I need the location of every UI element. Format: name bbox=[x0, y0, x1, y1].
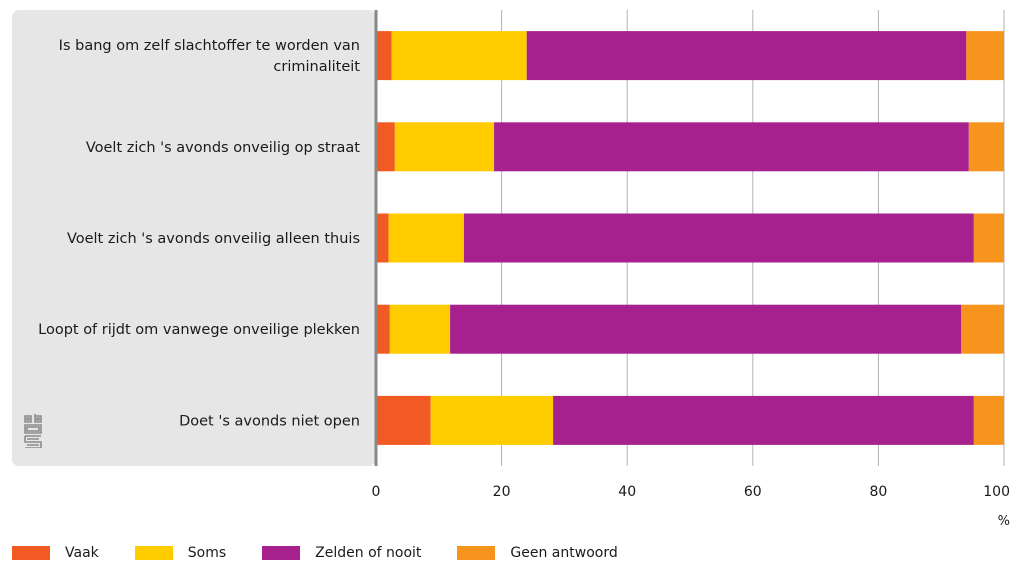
bar-segment bbox=[463, 213, 974, 263]
category-label-panel bbox=[12, 10, 376, 466]
bars bbox=[376, 31, 1004, 445]
logo-stroke bbox=[24, 435, 42, 448]
legend-item: Zelden of nooit bbox=[262, 545, 421, 561]
bar-segment bbox=[376, 395, 431, 445]
bar-segment bbox=[450, 304, 962, 354]
category-label: Voelt zich 's avonds onveilig alleen thu… bbox=[67, 231, 360, 247]
logo-stroke bbox=[27, 438, 39, 446]
bar-segment bbox=[526, 31, 967, 81]
logo-stroke bbox=[36, 417, 40, 421]
legend-swatch bbox=[134, 546, 173, 560]
x-tick-labels: 0 20 40 60 80 100 bbox=[372, 484, 1010, 500]
bar-segment bbox=[973, 395, 1004, 445]
legend-item: Geen antwoord bbox=[457, 545, 618, 561]
bar-segment bbox=[389, 304, 451, 354]
x-tick-label: 60 bbox=[744, 484, 762, 500]
category-label: criminaliteit bbox=[273, 59, 360, 75]
x-tick-label: 40 bbox=[618, 484, 636, 500]
legend-label: Geen antwoord bbox=[510, 545, 618, 561]
category-label: Is bang om zelf slachtoffer te worden va… bbox=[59, 38, 360, 54]
logo-stroke bbox=[24, 415, 32, 423]
category-label: Loopt of rijdt om vanwege onveilige plek… bbox=[38, 322, 360, 338]
legend-swatch bbox=[457, 546, 496, 560]
legend-item: Vaak bbox=[12, 545, 99, 561]
bar-segment bbox=[966, 31, 1004, 81]
legend: Vaak Soms Zelden of nooit Geen antwoord bbox=[12, 542, 654, 564]
bar-segment bbox=[391, 31, 527, 81]
x-tick-label: 100 bbox=[983, 484, 1010, 500]
x-tick-label: 20 bbox=[493, 484, 511, 500]
legend-swatch bbox=[12, 546, 50, 560]
bar-segment bbox=[376, 304, 390, 354]
logo-stroke bbox=[26, 417, 30, 421]
legend-label: Soms bbox=[187, 545, 227, 561]
bar-segment bbox=[961, 304, 1004, 354]
bar-segment bbox=[968, 122, 1004, 172]
bar-segment bbox=[376, 31, 392, 81]
x-axis-unit: % bbox=[998, 514, 1010, 529]
logo-stroke bbox=[24, 424, 42, 434]
legend-item: Soms bbox=[134, 545, 227, 561]
bar-segment bbox=[376, 213, 389, 263]
legend-label: Vaak bbox=[65, 545, 99, 561]
bar-segment bbox=[394, 122, 495, 172]
bar-segment bbox=[494, 122, 969, 172]
x-tick-label: 0 bbox=[372, 484, 381, 500]
bar-segment bbox=[388, 213, 464, 263]
logo-stroke bbox=[26, 426, 40, 432]
bar-segment bbox=[430, 395, 554, 445]
bar-segment bbox=[376, 122, 395, 172]
cbs-logo-icon bbox=[24, 414, 42, 448]
legend-label: Zelden of nooit bbox=[315, 545, 422, 561]
bar-segment bbox=[553, 395, 974, 445]
category-labels: Is bang om zelf slachtoffer te worden va… bbox=[38, 38, 360, 429]
bar-segment bbox=[973, 213, 1004, 263]
category-label: Voelt zich 's avonds onveilig op straat bbox=[86, 140, 360, 156]
legend-swatch bbox=[262, 546, 301, 560]
x-tick-label: 80 bbox=[869, 484, 887, 500]
category-label: Doet 's avonds niet open bbox=[179, 413, 360, 429]
logo-stroke bbox=[34, 414, 42, 423]
stacked-bar-chart: Is bang om zelf slachtoffer te worden va… bbox=[38, 10, 1010, 529]
